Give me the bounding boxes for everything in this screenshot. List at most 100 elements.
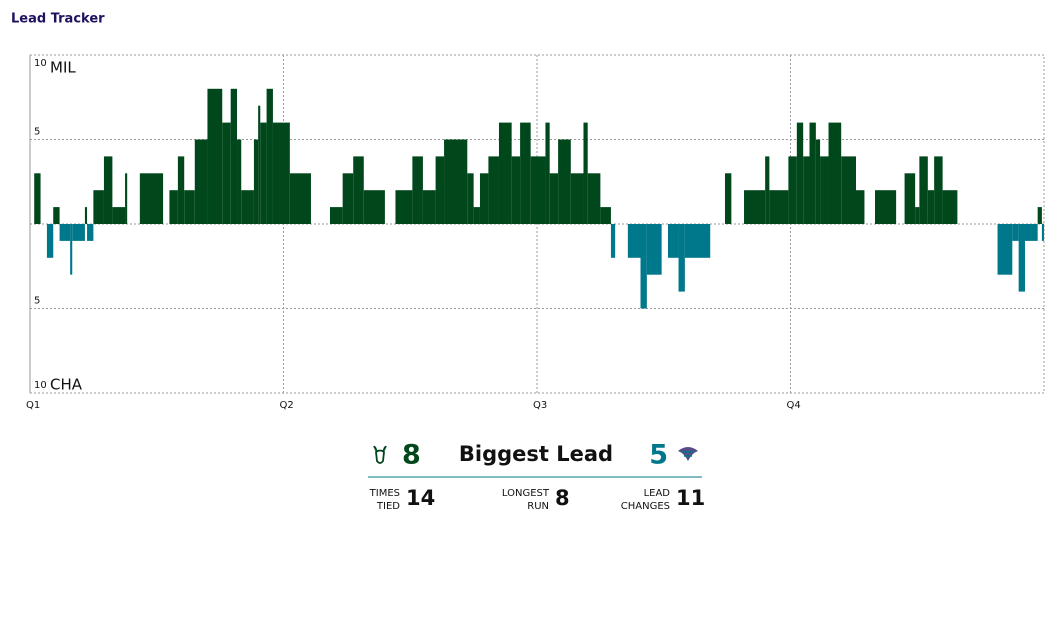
lead-bar <box>169 190 178 224</box>
lead-bar <box>904 173 916 224</box>
lead-bar <box>84 207 88 224</box>
lead-bar <box>684 224 711 258</box>
lead-bar <box>395 190 413 224</box>
lead-bar <box>266 88 273 224</box>
lead-bar <box>934 156 943 224</box>
lead-bar <box>537 156 546 224</box>
top-team-label: MIL <box>50 59 76 77</box>
lead-bar <box>558 139 571 224</box>
lead-bar <box>875 190 897 224</box>
lead-bar <box>184 190 195 224</box>
stat-label: LONGEST <box>502 488 550 499</box>
lead-bar <box>725 173 732 224</box>
lead-bar <box>1012 224 1019 241</box>
lead-bar <box>444 139 468 224</box>
lead-bar <box>678 224 685 292</box>
lead-bar <box>125 173 128 224</box>
lead-bar <box>363 190 385 224</box>
stat-label: LEAD <box>644 488 671 499</box>
lead-bar <box>93 190 104 224</box>
lead-bar <box>72 224 85 241</box>
x-tick-label: Q1 <box>26 400 40 411</box>
lead-bar <box>342 173 354 224</box>
lead-bar <box>139 173 164 224</box>
stat-value: 14 <box>406 486 435 510</box>
lead-bar <box>919 156 928 224</box>
lead-bar <box>59 224 71 241</box>
cha-logo <box>678 447 698 461</box>
biggest-lead-title: Biggest Lead <box>459 442 613 466</box>
stat-label: TIED <box>376 501 400 512</box>
lead-bar <box>587 173 601 224</box>
lead-bar <box>87 224 94 241</box>
lead-bar <box>855 190 865 224</box>
lead-bar <box>473 207 480 224</box>
lead-bar <box>796 122 804 224</box>
lead-bar <box>353 156 364 224</box>
lead-bar <box>600 207 611 224</box>
lead-bar <box>841 156 856 224</box>
lead-bar <box>1037 207 1042 224</box>
lead-bar <box>997 224 1013 275</box>
y-tick-label: 10 <box>34 380 47 391</box>
left-biggest-lead: 8 <box>402 440 421 471</box>
lead-bar <box>289 173 311 224</box>
lead-bar <box>34 173 41 224</box>
lead-bar <box>583 122 588 224</box>
lead-bar <box>177 156 185 224</box>
lead-bar <box>809 122 816 224</box>
lead-bar <box>640 224 647 309</box>
lead-bar <box>1024 224 1038 241</box>
lead-bar <box>520 122 531 224</box>
lead-bar <box>207 88 223 224</box>
stat-value: 8 <box>555 486 570 510</box>
lead-bar <box>927 190 935 224</box>
lead-bar <box>237 139 242 224</box>
lead-bar <box>103 156 113 224</box>
y-tick-label: 5 <box>34 127 40 138</box>
bottom-team-label: CHA <box>50 376 83 394</box>
lead-bar <box>488 156 499 224</box>
lead-bar <box>329 207 343 224</box>
lead-bar <box>646 224 662 275</box>
mil-logo <box>373 445 387 464</box>
lead-bar <box>1041 224 1044 241</box>
lead-bar <box>230 88 238 224</box>
lead-bar <box>46 224 54 258</box>
stat-label: CHANGES <box>621 501 670 512</box>
lead-bar <box>744 190 766 224</box>
x-tick-label: Q4 <box>787 400 801 411</box>
lead-bar <box>915 207 920 224</box>
lead-bar <box>545 122 550 224</box>
lead-bar <box>53 207 60 224</box>
lead-bar <box>627 224 641 258</box>
x-tick-label: Q3 <box>533 400 547 411</box>
lead-bar <box>803 156 810 224</box>
lead-bar <box>258 105 261 224</box>
stat-label: RUN <box>527 501 549 512</box>
lead-bar <box>1018 224 1025 292</box>
lead-bar <box>765 156 770 224</box>
lead-bar <box>942 190 958 224</box>
lead-bar <box>241 190 254 224</box>
lead-bar <box>467 173 474 224</box>
lead-bar <box>194 139 208 224</box>
lead-bar <box>828 122 842 224</box>
lead-bar <box>610 224 616 258</box>
lead-bar <box>549 173 559 224</box>
lead-bar <box>820 156 829 224</box>
y-tick-label: 5 <box>34 296 40 307</box>
lead-bar <box>412 156 423 224</box>
lead-bar <box>667 224 679 258</box>
summary: 8 Biggest Lead 5 TIMES TIED 14 LONGEST RUN 8 LEAD… <box>368 440 705 512</box>
x-tick-label: Q2 <box>280 400 294 411</box>
lead-bar <box>422 190 436 224</box>
right-biggest-lead: 5 <box>649 440 668 471</box>
lead-bar <box>222 122 231 224</box>
y-tick-label: 10 <box>34 58 47 69</box>
lead-bar <box>272 122 284 224</box>
lead-bar <box>788 156 797 224</box>
chart-title: Lead Tracker <box>11 12 105 27</box>
stat-value: 11 <box>676 486 705 510</box>
